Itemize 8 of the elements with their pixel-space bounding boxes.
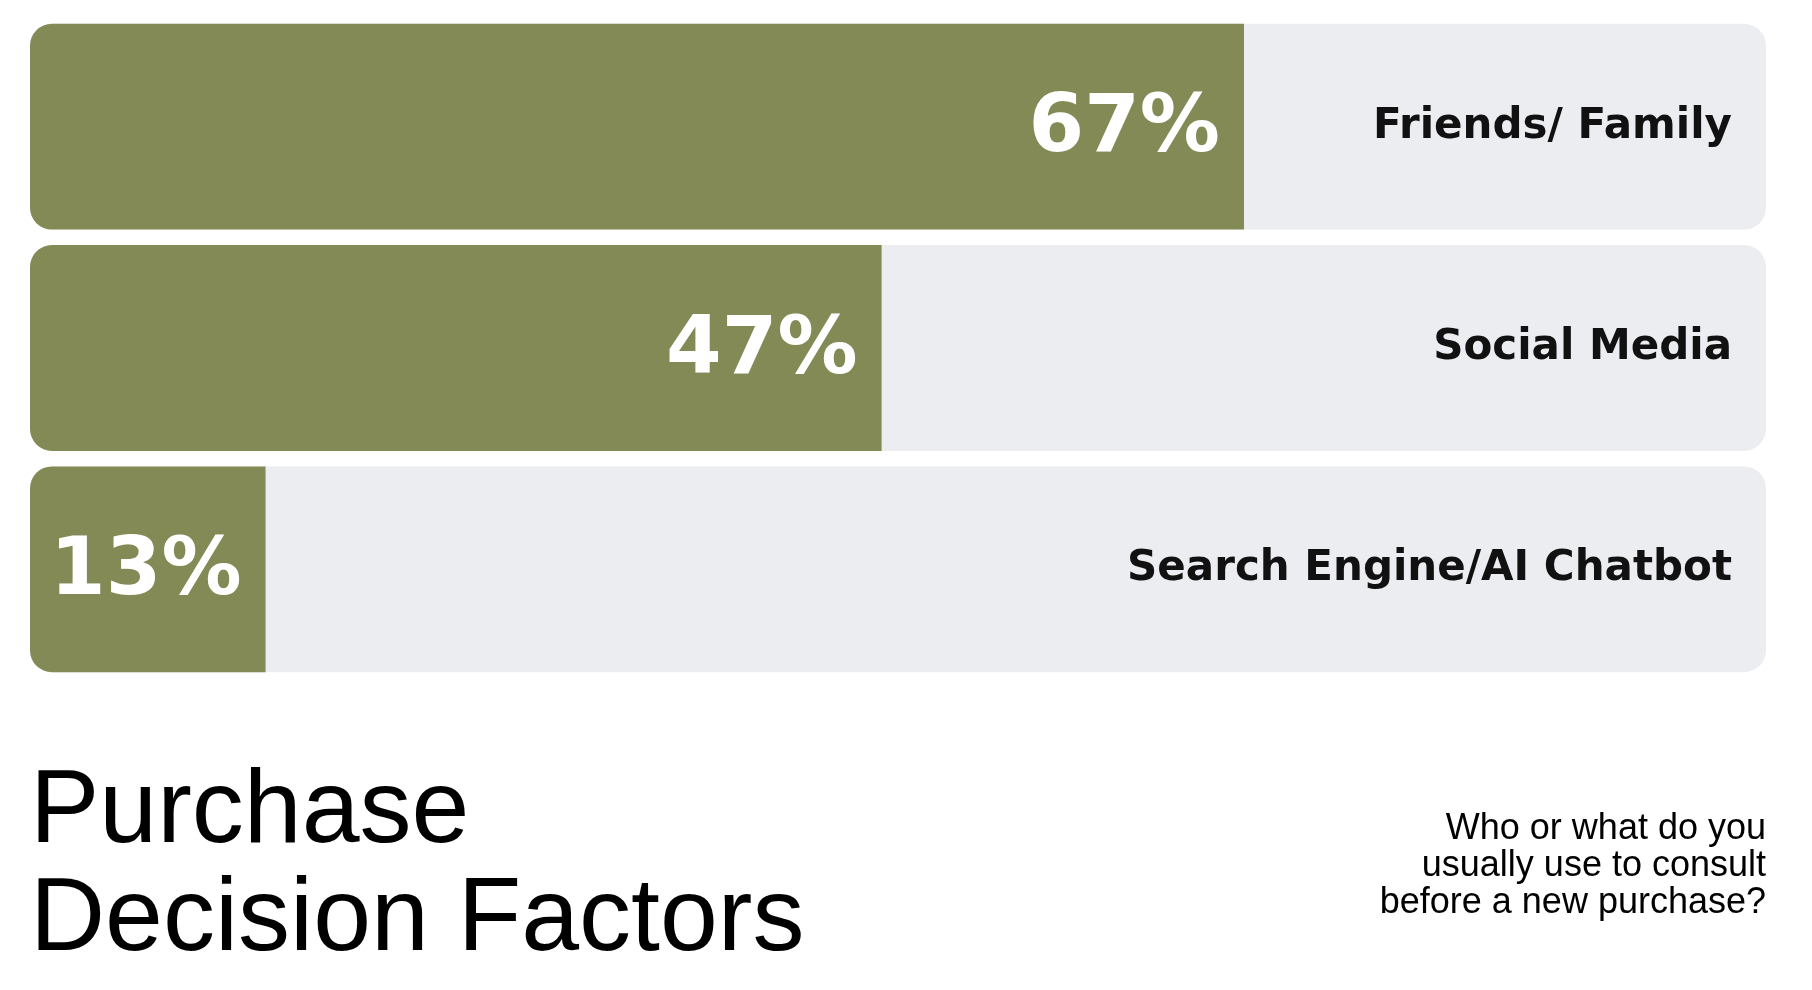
- text: Purchase Decision Factors: [30, 748, 806, 972]
- y-tick-label: Search Engine/AI Chatbot: [1127, 541, 1732, 591]
- data-label: 13%: [50, 520, 242, 614]
- data-label: 67%: [1028, 77, 1220, 171]
- data-label: 47%: [666, 298, 858, 392]
- text: Who or what do you usually use to consult before a new purchase?: [1378, 806, 1766, 921]
- y-tick-label: Friends/ Family: [1372, 98, 1732, 148]
- y-tick-label: Social Media: [1433, 319, 1732, 369]
